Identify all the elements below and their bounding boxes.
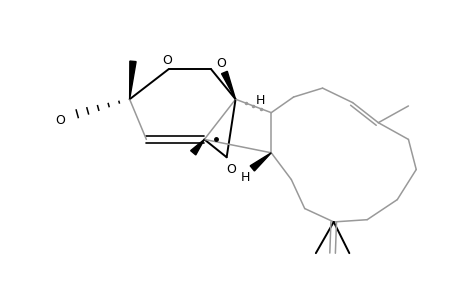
Text: H: H [241,171,250,184]
Text: H: H [255,94,264,107]
Text: O: O [56,114,65,127]
Text: O: O [216,56,225,70]
Polygon shape [250,153,271,171]
Text: O: O [226,163,235,176]
Polygon shape [190,140,204,155]
Polygon shape [129,61,136,99]
Polygon shape [221,71,235,99]
Text: O: O [162,54,172,67]
